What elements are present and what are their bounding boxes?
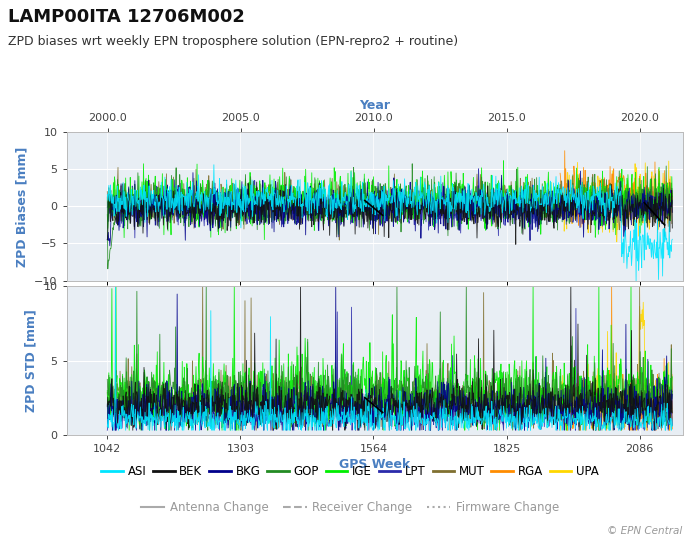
Legend: Antenna Change, Receiver Change, Firmware Change: Antenna Change, Receiver Change, Firmwar… [136,497,564,519]
X-axis label: Year: Year [359,99,390,112]
Legend: ASI, BEK, BKG, GOP, IGE, LPT, MUT, RGA, UPA: ASI, BEK, BKG, GOP, IGE, LPT, MUT, RGA, … [97,461,603,483]
Y-axis label: ZPD Biases [mm]: ZPD Biases [mm] [15,146,29,267]
Text: LAMP00ITA 12706M002: LAMP00ITA 12706M002 [8,8,245,26]
Text: ZPD biases wrt weekly EPN troposphere solution (EPN-repro2 + routine): ZPD biases wrt weekly EPN troposphere so… [8,35,458,48]
Y-axis label: ZPD STD [mm]: ZPD STD [mm] [25,309,38,412]
X-axis label: GPS Week: GPS Week [339,458,410,471]
Text: © EPN Central: © EPN Central [608,525,682,536]
